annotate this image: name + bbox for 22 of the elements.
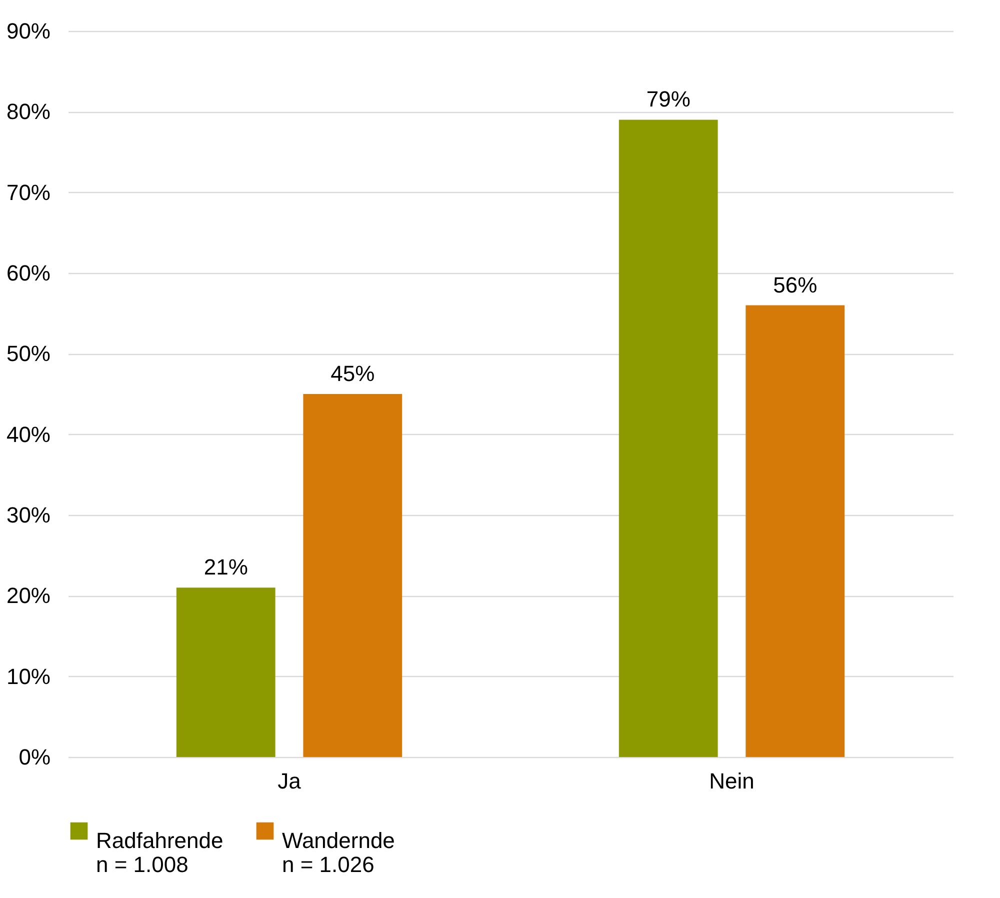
y-tick-label: 60% — [6, 260, 50, 286]
bar — [746, 305, 845, 757]
y-tick-label: 0% — [18, 744, 50, 770]
bar — [303, 394, 402, 757]
y-tick-label: 20% — [6, 583, 50, 608]
bar — [618, 120, 718, 757]
data-label: 45% — [330, 361, 375, 386]
y-tick-label: 30% — [6, 502, 50, 528]
x-tick-label: Nein — [709, 768, 754, 794]
legend-label: Wandernde n = 1.026 — [282, 828, 395, 877]
legend-label: Radfahrende n = 1.008 — [96, 828, 224, 877]
bar — [176, 588, 276, 757]
y-tick-label: 80% — [6, 99, 50, 124]
y-tick-label: 10% — [6, 664, 50, 689]
y-tick-label: 90% — [6, 18, 50, 44]
y-tick-label: 70% — [6, 180, 50, 205]
x-tick-label: Ja — [278, 768, 302, 794]
data-label: 21% — [204, 554, 248, 580]
y-tick-label: 50% — [6, 341, 50, 366]
y-tick-label: 40% — [6, 422, 50, 447]
data-label: 79% — [646, 86, 690, 112]
data-label: 56% — [773, 272, 818, 298]
